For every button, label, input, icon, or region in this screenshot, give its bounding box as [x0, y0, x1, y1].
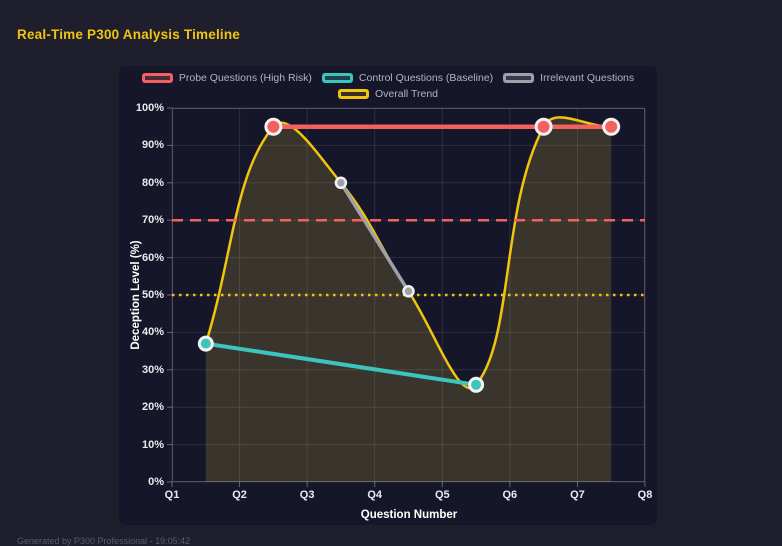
y-tick-label: 100% — [135, 102, 164, 114]
y-tick-label: 30% — [141, 363, 164, 376]
data-point-marker[interactable] — [197, 335, 214, 352]
y-tick-label: 0% — [148, 476, 164, 488]
legend-row-2: Overall Trend — [337, 88, 439, 100]
legend-item-probe[interactable]: Probe Questions (High Risk) — [141, 72, 312, 84]
footer-caption: Generated by P300 Professional - 19:05:4… — [17, 536, 191, 546]
y-tick-label: 90% — [141, 139, 164, 152]
legend-item-control[interactable]: Control Questions (Baseline) — [321, 72, 494, 84]
data-point-marker[interactable] — [264, 117, 283, 136]
y-axis-title: Deception Level (%) — [130, 240, 142, 350]
legend-item-trend[interactable]: Overall Trend — [337, 88, 439, 100]
chart-canvas[interactable] — [167, 107, 646, 487]
y-tick-label: 60% — [141, 251, 164, 264]
legend-item-irrelevant[interactable]: Irrelevant Questions — [503, 72, 634, 84]
chart-panel: Probe Questions (High Risk) Control Ques… — [119, 66, 657, 525]
legend-row-1: Probe Questions (High Risk) Control Ques… — [141, 72, 634, 84]
y-tick-label: 40% — [141, 326, 164, 339]
x-tick-label: Q8 — [637, 489, 653, 501]
x-tick-label: Q6 — [502, 489, 518, 501]
series-line-2 — [339, 181, 411, 294]
series-line-1 — [203, 341, 479, 387]
legend-label-control: Control Questions (Baseline) — [358, 72, 494, 84]
data-point-marker[interactable] — [402, 285, 415, 298]
irrelevant-legend-swatch — [503, 73, 535, 83]
x-tick-label: Q1 — [164, 489, 180, 501]
data-point-marker[interactable] — [602, 117, 621, 136]
x-tick-label: Q7 — [570, 489, 585, 501]
x-tick-label: Q4 — [367, 489, 383, 501]
y-tick-label: 70% — [141, 214, 164, 227]
y-tick-label: 80% — [141, 176, 164, 189]
data-point-marker[interactable] — [334, 176, 348, 190]
x-tick-label: Q5 — [434, 489, 450, 501]
legend-label-trend: Overall Trend — [374, 88, 439, 100]
data-point-marker[interactable] — [534, 117, 553, 136]
legend-label-probe: Probe Questions (High Risk) — [178, 72, 312, 84]
probe-legend-swatch — [141, 73, 173, 83]
page-title: Real-Time P300 Analysis Timeline — [17, 27, 241, 42]
trend-fill-area — [205, 117, 612, 483]
chart-legend: Probe Questions (High Risk) Control Ques… — [119, 72, 657, 100]
y-tick-label: 20% — [141, 401, 164, 414]
control-legend-swatch — [321, 73, 353, 83]
y-tick-label: 10% — [141, 438, 164, 451]
y-tick-label: 50% — [141, 289, 164, 301]
trend-legend-swatch — [337, 89, 369, 99]
data-point-marker[interactable] — [468, 376, 485, 393]
legend-label-irrelevant: Irrelevant Questions — [540, 72, 635, 84]
x-tick-label: Q2 — [232, 489, 247, 501]
x-tick-label: Q3 — [299, 489, 315, 501]
x-axis-title: Question Number — [360, 509, 458, 521]
plot-area: 0% 10% 20% 30% 40% 50% 60% 70% 80% 90% 100% Q1 Q2 Q3 Q… — [136, 102, 652, 501]
